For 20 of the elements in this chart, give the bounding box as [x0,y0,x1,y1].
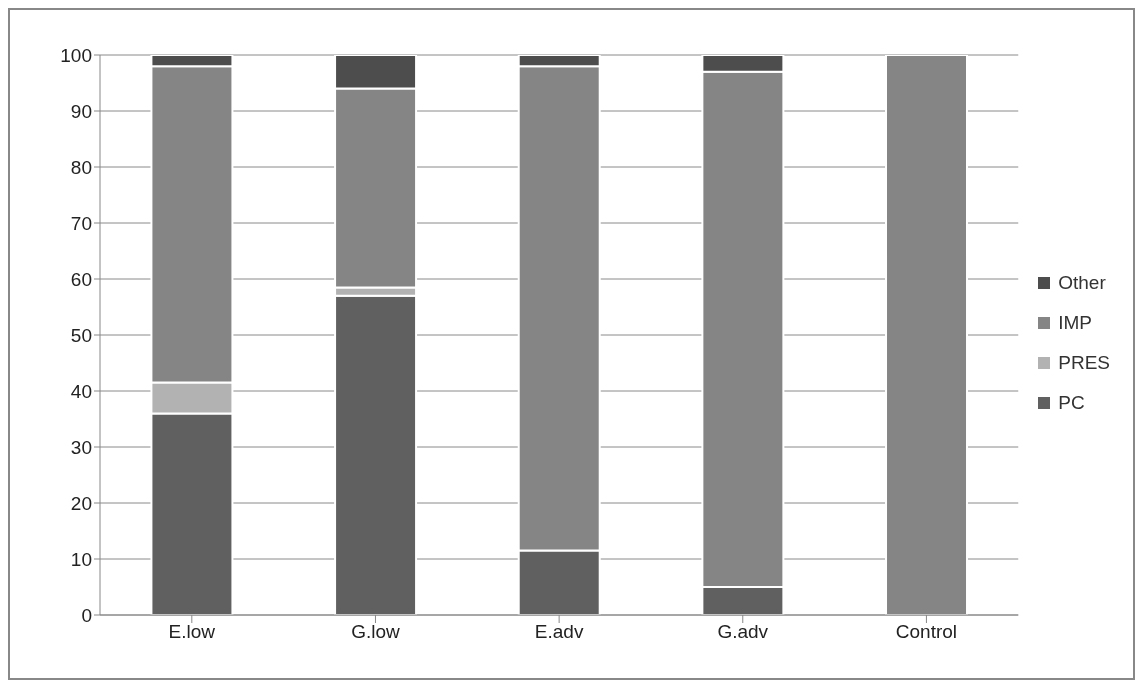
x-tick-label: E.adv [534,621,584,643]
y-tick-label: 30 [70,436,92,458]
y-tick-label: 40 [70,380,92,402]
y-tick-label: 90 [70,100,92,122]
legend-label: PC [1058,391,1085,414]
y-tick-label: 60 [70,268,92,290]
y-tick-label: 0 [81,604,92,626]
legend-label: IMP [1058,311,1093,334]
y-tick-label: 100 [60,44,92,66]
y-tick-label: 70 [70,212,92,234]
x-tick-label: E.low [168,621,216,643]
legend-label: PRES [1058,351,1110,374]
y-tick-label: 10 [70,548,92,570]
y-tick-label: 80 [70,156,92,178]
legend-label: Other [1058,271,1106,294]
x-tick-label: G.adv [717,621,769,643]
x-tick-label: Control [895,621,958,643]
x-tick-label: G.low [351,621,401,643]
y-tick-label: 50 [70,324,92,346]
y-tick-label: 20 [70,492,92,514]
